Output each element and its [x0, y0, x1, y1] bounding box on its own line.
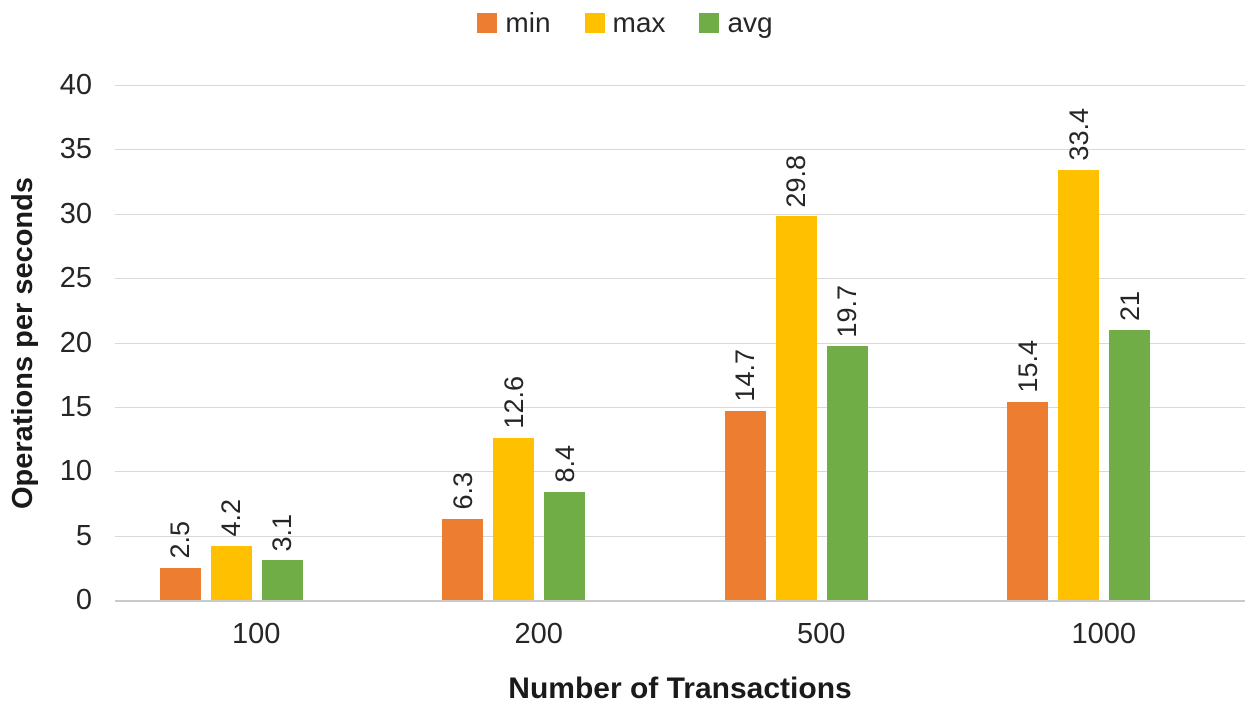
bar-value-label-max-100: 4.2: [216, 499, 247, 537]
y-tick-label-0: 0: [75, 584, 92, 616]
bar-avg-1000: [1109, 329, 1151, 600]
bar-value-label-max-200: 12.6: [498, 376, 529, 429]
y-tick-label-15: 15: [59, 390, 92, 423]
x-tick-label-500: 500: [797, 618, 846, 650]
bar-min-200: [442, 518, 484, 600]
bar-value-label-min-200: 6.3: [447, 472, 478, 510]
bar-value-label-min-500: 14.7: [730, 349, 761, 402]
bar-min-500: [724, 410, 766, 600]
legend-label-min: min: [505, 7, 551, 38]
legend-swatch-avg-icon: [699, 13, 720, 33]
y-tick-label-20: 20: [59, 326, 92, 359]
x-axis-title: Number of Transactions: [508, 672, 852, 705]
x-tick-label-200: 200: [514, 618, 563, 650]
bar-value-label-avg-500: 19.7: [832, 284, 863, 338]
bar-value-label-avg-200: 8.4: [549, 445, 580, 483]
legend-swatch-max-icon: [584, 13, 605, 33]
legend-item-min: min: [477, 7, 551, 38]
bar-min-1000: [1007, 401, 1049, 600]
y-tick-label-25: 25: [59, 262, 92, 295]
legend-swatch-min-icon: [477, 13, 498, 33]
bar-value-label-max-500: 29.8: [781, 154, 812, 208]
y-tick-label-5: 5: [75, 519, 92, 552]
gridline: [115, 85, 1245, 86]
plot-area: 0 5 10 15 20 25 30 35 40 2.5 4.2 3.1 100 6.3 12.6 8.4 20…: [60, 69, 1245, 650]
legend-item-avg: avg: [699, 7, 773, 38]
y-tick-label-40: 40: [59, 69, 92, 101]
x-tick-label-100: 100: [232, 618, 281, 650]
bar-avg-100: [261, 560, 303, 600]
legend-label-max: max: [612, 7, 666, 38]
bar-value-label-max-1000: 33.4: [1063, 108, 1094, 161]
legend-label-avg: avg: [727, 7, 773, 38]
bar-max-200: [493, 437, 535, 600]
gridline: [115, 471, 1245, 473]
bar-max-500: [775, 216, 817, 600]
x-tick-label-1000: 1000: [1071, 618, 1136, 650]
gridline: [115, 342, 1245, 344]
gridline: [115, 535, 1245, 537]
bar-value-label-min-100: 2.5: [165, 521, 196, 559]
y-tick-label-30: 30: [59, 197, 92, 230]
bar-avg-200: [544, 491, 586, 600]
y-tick-label-10: 10: [59, 455, 92, 488]
gridline: [115, 278, 1245, 280]
gridline: [115, 149, 1245, 151]
bar-value-label-avg-100: 3.1: [267, 513, 298, 552]
bar-avg-500: [826, 346, 868, 600]
gridline: [115, 406, 1245, 408]
bar-value-label-avg-1000: 21: [1114, 290, 1145, 321]
bar-min-100: [159, 567, 201, 600]
bar-max-1000: [1058, 169, 1100, 600]
bar-max-100: [210, 545, 252, 600]
bar-value-label-min-1000: 15.4: [1012, 340, 1043, 393]
x-axis-line: [115, 600, 1245, 602]
gridline: [115, 213, 1245, 215]
y-tick-label-35: 35: [59, 133, 92, 166]
legend-item-max: max: [584, 7, 666, 38]
chart-legend: min max avg: [0, 8, 1250, 38]
